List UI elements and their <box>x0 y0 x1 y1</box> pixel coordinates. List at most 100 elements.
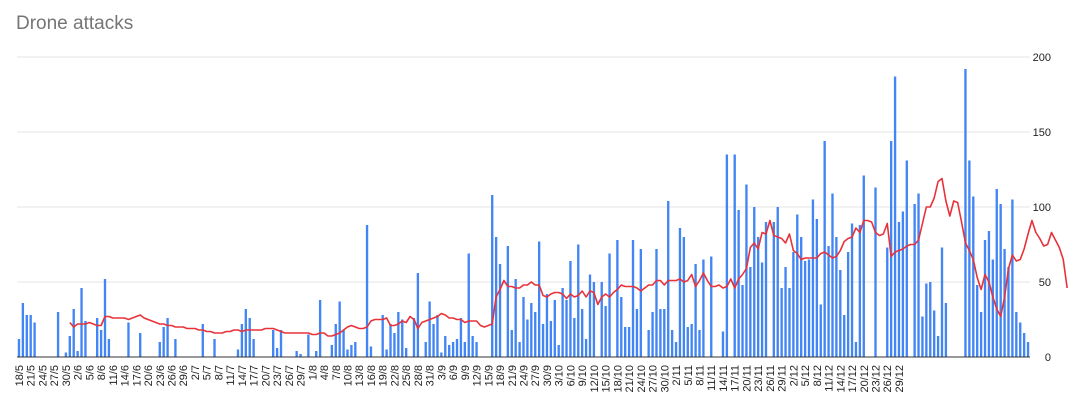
x-tick-label: 14/7 <box>237 365 249 386</box>
x-tick-label: 17/12 <box>847 365 859 393</box>
bar <box>721 331 725 357</box>
bar <box>929 282 932 357</box>
x-tick-label: 12/9 <box>472 365 484 386</box>
x-tick-label: 29/11 <box>777 365 789 392</box>
bar <box>471 336 474 357</box>
bar <box>737 210 740 357</box>
x-tick-label: 29/12 <box>894 365 906 393</box>
bar <box>886 247 889 357</box>
x-tick-label: 2/11 <box>671 365 683 386</box>
bar <box>674 342 678 357</box>
x-tick-label: 8/6 <box>96 365 108 380</box>
bar <box>440 352 443 357</box>
bar <box>991 259 995 357</box>
bar <box>631 240 635 357</box>
x-tick-label: 20/6 <box>143 365 155 386</box>
bar <box>25 315 28 357</box>
bar <box>248 318 251 357</box>
bar <box>80 288 83 357</box>
x-tick-label: 21/10 <box>624 365 636 393</box>
bar <box>389 324 392 357</box>
bar <box>925 283 928 357</box>
bar <box>459 318 463 357</box>
bar <box>819 304 822 357</box>
bar <box>843 315 846 357</box>
bar <box>393 333 396 357</box>
x-tick-label: 8/7 <box>213 365 225 380</box>
bar <box>944 303 948 357</box>
bar <box>807 259 811 357</box>
x-tick-label: 20/12 <box>859 365 871 393</box>
bar <box>815 219 819 357</box>
bar <box>874 187 877 357</box>
x-tick-label: 23/7 <box>272 365 284 386</box>
bar <box>201 324 204 357</box>
bar <box>21 303 25 357</box>
bar <box>444 336 447 357</box>
bar <box>905 160 908 357</box>
bar <box>624 327 627 357</box>
x-tick-label: 23/12 <box>871 365 883 393</box>
bar <box>835 237 838 357</box>
x-tick-label: 26/6 <box>167 365 179 386</box>
bar <box>522 297 525 357</box>
y-tick-label: 150 <box>1033 127 1051 139</box>
x-tick-label: 16/8 <box>366 365 378 386</box>
bar <box>659 309 662 357</box>
x-tick-label: 24/9 <box>519 365 531 386</box>
bar <box>537 241 541 357</box>
bar <box>299 354 302 357</box>
bar <box>213 339 216 357</box>
chart-title: Drone attacks <box>16 13 134 34</box>
bar <box>397 312 400 357</box>
bar <box>592 282 596 357</box>
trend-line <box>69 177 1068 337</box>
bar <box>921 316 924 357</box>
bar <box>647 330 650 357</box>
bar <box>354 342 357 357</box>
x-tick-label: 29/7 <box>296 365 308 386</box>
bar <box>342 330 345 357</box>
bar <box>655 249 658 357</box>
bar <box>987 231 991 357</box>
x-tick-label: 27/5 <box>49 365 61 386</box>
x-tick-label: 26/12 <box>882 365 894 393</box>
x-tick-label: 29/6 <box>178 365 190 386</box>
x-tick-label: 18/10 <box>612 365 624 393</box>
x-tick-label: 8/12 <box>812 365 824 386</box>
y-tick-label: 100 <box>1033 202 1051 214</box>
x-tick-label: 17/6 <box>131 365 143 386</box>
bar <box>772 222 775 357</box>
bar <box>796 214 799 357</box>
x-tick-label: 3/10 <box>554 365 566 386</box>
bar <box>557 345 560 357</box>
bar <box>780 288 783 357</box>
x-tick-label: 20/7 <box>260 365 272 386</box>
bar <box>983 240 987 357</box>
bar <box>518 342 521 357</box>
bar <box>565 300 568 357</box>
x-tick-label: 11/12 <box>824 365 836 392</box>
bar <box>897 222 901 357</box>
y-tick-label: 200 <box>1033 52 1051 64</box>
bar <box>498 264 502 357</box>
bar <box>577 244 580 357</box>
bar <box>651 312 654 357</box>
bar <box>76 351 79 357</box>
bar <box>534 312 537 357</box>
bar <box>381 315 384 357</box>
bar <box>1026 342 1030 357</box>
bar <box>964 69 967 357</box>
x-tick-label: 11/7 <box>225 365 237 386</box>
bar <box>369 346 373 357</box>
bar <box>979 312 983 357</box>
bar <box>96 318 99 357</box>
bar <box>318 300 322 357</box>
bar <box>972 196 975 357</box>
bar <box>338 301 341 357</box>
bar <box>901 211 905 357</box>
bar <box>823 141 826 357</box>
bar <box>725 154 729 357</box>
bar <box>127 322 130 357</box>
